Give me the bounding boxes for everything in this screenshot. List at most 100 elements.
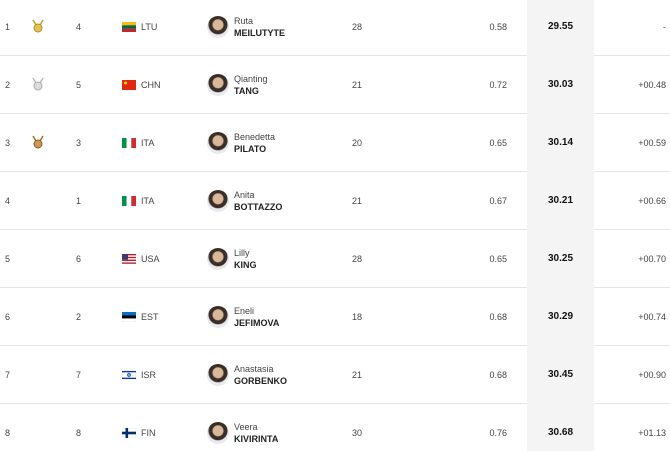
last-name: GORBENKO xyxy=(234,376,288,386)
first-name: Veera xyxy=(234,422,258,432)
country: USA xyxy=(141,254,160,264)
time-column-bg xyxy=(527,114,594,172)
last-name: KING xyxy=(234,260,257,270)
avatar xyxy=(207,422,229,444)
last-name: BOTTAZZO xyxy=(234,202,283,212)
time: 30.68 xyxy=(547,427,574,438)
time: 30.45 xyxy=(547,369,574,380)
age: 28 xyxy=(352,254,363,264)
age: 21 xyxy=(352,80,363,90)
time-column-bg xyxy=(527,0,594,56)
flag-chn xyxy=(122,80,136,90)
flag-ita xyxy=(122,196,136,206)
lane: 2 xyxy=(76,312,82,322)
behind: +00.66 xyxy=(638,196,666,206)
flag-usa xyxy=(122,254,136,264)
reaction: 0.65 xyxy=(489,254,507,264)
time-column-bg xyxy=(527,56,594,114)
lane: 6 xyxy=(76,254,82,264)
age: 21 xyxy=(352,370,363,380)
medal-silver xyxy=(32,77,44,91)
time: 29.55 xyxy=(547,21,574,32)
behind: +00.70 xyxy=(638,254,666,264)
country: ITA xyxy=(141,196,155,206)
time-column-bg xyxy=(527,230,594,288)
country: ISR xyxy=(141,370,157,380)
result-row: 6 2 EST Eneli JEFIMOVA 18 0.68 30.29 +00.74 xyxy=(0,288,670,346)
rank: 5 xyxy=(5,254,11,264)
time-column-bg xyxy=(527,288,594,346)
time: 30.29 xyxy=(547,311,574,322)
behind: +00.59 xyxy=(638,138,666,148)
reaction: 0.67 xyxy=(489,196,507,206)
reaction: 0.68 xyxy=(489,312,507,322)
rank: 7 xyxy=(5,370,11,380)
rank: 8 xyxy=(5,428,11,438)
time-column-bg xyxy=(527,346,594,404)
time: 30.21 xyxy=(547,195,574,206)
lane: 7 xyxy=(76,370,82,380)
country: FIN xyxy=(141,428,156,438)
result-row: 1 4 LTU Ruta MEILUTYTE 28 0.58 29.55 - xyxy=(0,0,670,56)
reaction: 0.76 xyxy=(489,428,507,438)
rank: 1 xyxy=(5,22,11,32)
lane: 4 xyxy=(76,22,82,32)
avatar xyxy=(207,190,229,212)
lane: 5 xyxy=(76,80,82,90)
age: 20 xyxy=(352,138,363,148)
avatar xyxy=(207,16,229,38)
flag-fin xyxy=(122,428,136,438)
first-name: Qianting xyxy=(234,74,268,84)
last-name: MEILUTYTE xyxy=(234,28,285,38)
behind: - xyxy=(663,22,666,32)
rank: 3 xyxy=(5,138,11,148)
flag-isr xyxy=(122,370,136,380)
reaction: 0.58 xyxy=(489,22,507,32)
reaction: 0.68 xyxy=(489,370,507,380)
avatar xyxy=(207,306,229,328)
lane: 3 xyxy=(76,138,82,148)
age: 21 xyxy=(352,196,363,206)
result-row: 3 3 ITA Benedetta PILATO 20 0.65 30.14 +00.59 xyxy=(0,114,670,172)
flag-ltu xyxy=(122,22,136,32)
time: 30.14 xyxy=(547,137,574,148)
country: LTU xyxy=(141,22,158,32)
behind: +00.74 xyxy=(638,312,666,322)
behind: +00.90 xyxy=(638,370,666,380)
flag-est xyxy=(122,312,136,322)
avatar xyxy=(207,132,229,154)
lane: 1 xyxy=(76,196,82,206)
country: EST xyxy=(141,312,159,322)
time-column-bg xyxy=(527,172,594,230)
first-name: Eneli xyxy=(234,306,255,316)
lane: 8 xyxy=(76,428,82,438)
result-row: 5 6 USA Lilly KING 28 0.65 30.25 +00.70 xyxy=(0,230,670,288)
result-row: 7 7 ISR Anastasia GORBENKO 21 0.68 30.45 +00.90 xyxy=(0,346,670,404)
avatar xyxy=(207,74,229,96)
first-name: Ruta xyxy=(234,16,254,26)
age: 28 xyxy=(352,22,363,32)
last-name: KIVIRINTA xyxy=(234,434,279,444)
first-name: Anita xyxy=(234,190,255,200)
medal-bronze xyxy=(32,135,44,149)
first-name: Benedetta xyxy=(234,132,276,142)
first-name: Anastasia xyxy=(234,364,274,374)
avatar xyxy=(207,364,229,386)
last-name: JEFIMOVA xyxy=(234,318,280,328)
behind: +00.48 xyxy=(638,80,666,90)
rank: 2 xyxy=(5,80,11,90)
time-column-bg xyxy=(527,404,594,451)
medal-gold xyxy=(32,19,44,33)
behind: +01.13 xyxy=(638,428,666,438)
result-row: 4 1 ITA Anita BOTTAZZO 21 0.67 30.21 +00.66 xyxy=(0,172,670,230)
rank: 4 xyxy=(5,196,11,206)
time: 30.03 xyxy=(547,79,574,90)
age: 30 xyxy=(352,428,363,438)
country: CHN xyxy=(141,80,161,90)
last-name: TANG xyxy=(234,86,259,96)
reaction: 0.72 xyxy=(489,80,507,90)
result-row: 2 5 CHN Qianting TANG 21 0.72 30.03 +00.48 xyxy=(0,56,670,114)
flag-ita xyxy=(122,138,136,148)
first-name: Lilly xyxy=(234,248,250,258)
